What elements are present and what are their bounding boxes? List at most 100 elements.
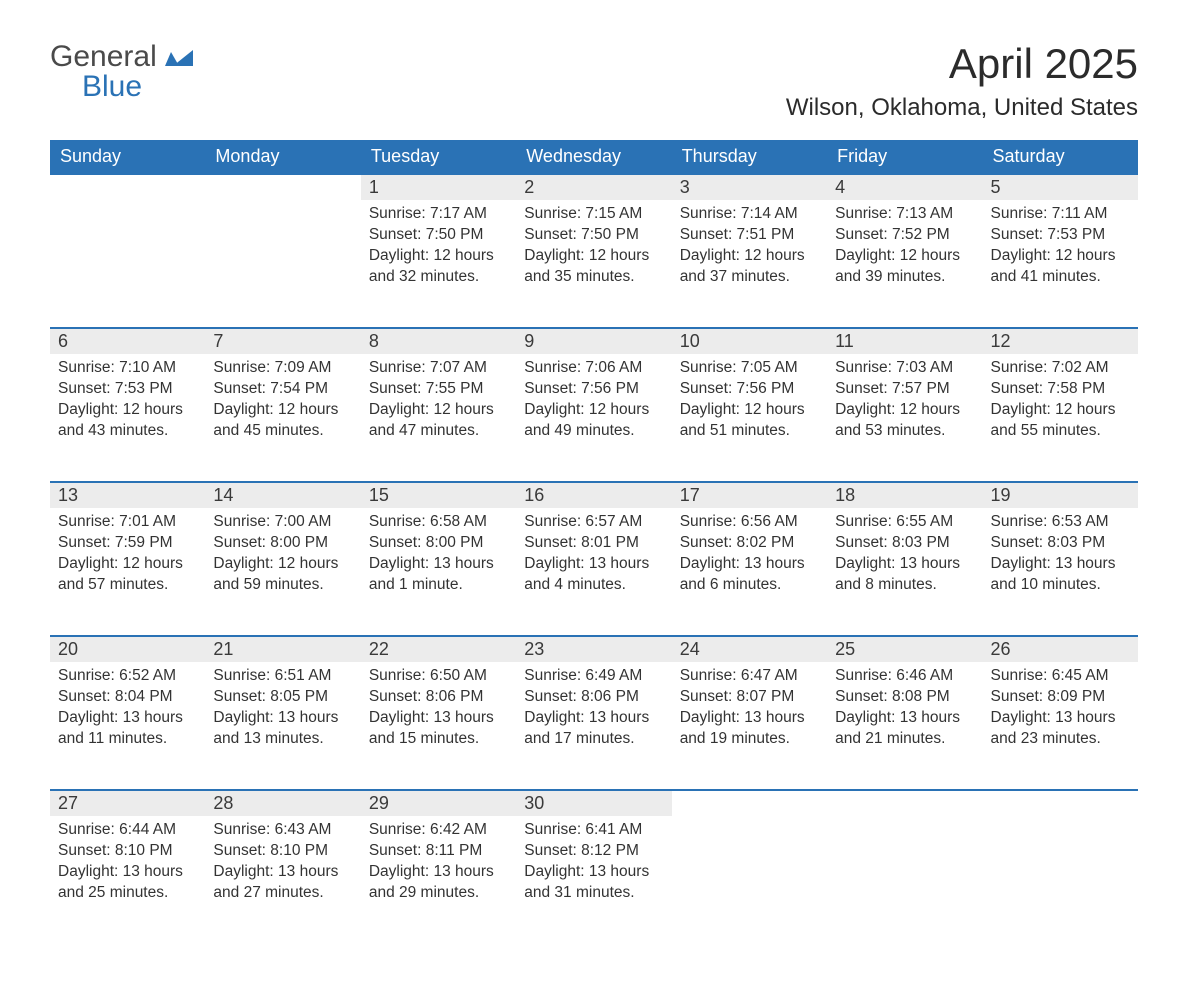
empty-cell [983,816,1138,944]
logo-text: General Blue [50,40,193,102]
sunset-line: Sunset: 8:00 PM [369,533,508,554]
daylight-line: Daylight: 12 hours and 55 minutes. [991,400,1130,442]
empty-cell [50,174,205,200]
sunrise-line: Sunrise: 6:57 AM [524,512,663,533]
day-cell: Sunrise: 6:42 AMSunset: 8:11 PMDaylight:… [361,816,516,944]
empty-cell [205,200,360,328]
empty-cell [50,200,205,328]
sunset-line: Sunset: 7:50 PM [369,225,508,246]
day-cell: Sunrise: 7:14 AMSunset: 7:51 PMDaylight:… [672,200,827,328]
day-cell: Sunrise: 7:13 AMSunset: 7:52 PMDaylight:… [827,200,982,328]
day-number: 9 [516,328,671,354]
day-cell: Sunrise: 6:43 AMSunset: 8:10 PMDaylight:… [205,816,360,944]
daylight-line: Daylight: 13 hours and 27 minutes. [213,862,352,904]
sunrise-line: Sunrise: 7:15 AM [524,204,663,225]
empty-cell [672,790,827,816]
sunrise-line: Sunrise: 6:41 AM [524,820,663,841]
day-cell: Sunrise: 6:53 AMSunset: 8:03 PMDaylight:… [983,508,1138,636]
sunrise-line: Sunrise: 6:52 AM [58,666,197,687]
sunrise-line: Sunrise: 7:07 AM [369,358,508,379]
sunset-line: Sunset: 8:05 PM [213,687,352,708]
daylight-line: Daylight: 13 hours and 15 minutes. [369,708,508,750]
empty-cell [672,816,827,944]
daylight-line: Daylight: 13 hours and 29 minutes. [369,862,508,904]
day-number: 24 [672,636,827,662]
daylight-line: Daylight: 13 hours and 13 minutes. [213,708,352,750]
daylight-line: Daylight: 13 hours and 11 minutes. [58,708,197,750]
sunset-line: Sunset: 7:52 PM [835,225,974,246]
daylight-line: Daylight: 12 hours and 35 minutes. [524,246,663,288]
sunset-line: Sunset: 8:11 PM [369,841,508,862]
logo-word-general: General [50,40,157,73]
day-cell: Sunrise: 7:07 AMSunset: 7:55 PMDaylight:… [361,354,516,482]
day-cell: Sunrise: 6:45 AMSunset: 8:09 PMDaylight:… [983,662,1138,790]
day-cell: Sunrise: 6:50 AMSunset: 8:06 PMDaylight:… [361,662,516,790]
day-number: 30 [516,790,671,816]
sunset-line: Sunset: 7:54 PM [213,379,352,400]
daylight-line: Daylight: 12 hours and 32 minutes. [369,246,508,288]
empty-cell [983,790,1138,816]
day-header: Monday [205,140,360,174]
sunset-line: Sunset: 7:51 PM [680,225,819,246]
day-number: 22 [361,636,516,662]
daylight-line: Daylight: 13 hours and 1 minute. [369,554,508,596]
sunset-line: Sunset: 8:10 PM [58,841,197,862]
day-number: 25 [827,636,982,662]
day-cell: Sunrise: 7:05 AMSunset: 7:56 PMDaylight:… [672,354,827,482]
sunrise-line: Sunrise: 6:53 AM [991,512,1130,533]
sunset-line: Sunset: 7:55 PM [369,379,508,400]
day-header: Friday [827,140,982,174]
day-cell: Sunrise: 6:55 AMSunset: 8:03 PMDaylight:… [827,508,982,636]
sunrise-line: Sunrise: 6:44 AM [58,820,197,841]
daylight-line: Daylight: 13 hours and 31 minutes. [524,862,663,904]
day-number: 27 [50,790,205,816]
day-header: Thursday [672,140,827,174]
brand-logo: General Blue [50,40,193,102]
sunrise-line: Sunrise: 7:14 AM [680,204,819,225]
day-header-row: SundayMondayTuesdayWednesdayThursdayFrid… [50,140,1138,174]
daylight-line: Daylight: 12 hours and 43 minutes. [58,400,197,442]
daylight-line: Daylight: 13 hours and 19 minutes. [680,708,819,750]
sunset-line: Sunset: 8:06 PM [369,687,508,708]
sunrise-line: Sunrise: 6:56 AM [680,512,819,533]
week-number-row: 20212223242526 [50,636,1138,662]
daylight-line: Daylight: 12 hours and 47 minutes. [369,400,508,442]
sunrise-line: Sunrise: 6:46 AM [835,666,974,687]
day-number: 18 [827,482,982,508]
week-data-row: Sunrise: 7:17 AMSunset: 7:50 PMDaylight:… [50,200,1138,328]
flag-icon [165,44,193,66]
sunrise-line: Sunrise: 6:50 AM [369,666,508,687]
daylight-line: Daylight: 13 hours and 8 minutes. [835,554,974,596]
day-number: 4 [827,174,982,200]
day-number: 29 [361,790,516,816]
day-number: 8 [361,328,516,354]
location-subtitle: Wilson, Oklahoma, United States [786,94,1138,122]
day-cell: Sunrise: 7:11 AMSunset: 7:53 PMDaylight:… [983,200,1138,328]
sunrise-line: Sunrise: 6:51 AM [213,666,352,687]
logo-word-blue: Blue [82,72,193,102]
daylight-line: Daylight: 12 hours and 45 minutes. [213,400,352,442]
day-number: 13 [50,482,205,508]
sunset-line: Sunset: 8:12 PM [524,841,663,862]
daylight-line: Daylight: 13 hours and 23 minutes. [991,708,1130,750]
day-number: 5 [983,174,1138,200]
daylight-line: Daylight: 12 hours and 49 minutes. [524,400,663,442]
week-number-row: 13141516171819 [50,482,1138,508]
sunrise-line: Sunrise: 7:06 AM [524,358,663,379]
sunset-line: Sunset: 8:07 PM [680,687,819,708]
sunrise-line: Sunrise: 7:02 AM [991,358,1130,379]
title-block: April 2025 Wilson, Oklahoma, United Stat… [786,40,1138,132]
day-number: 21 [205,636,360,662]
day-cell: Sunrise: 7:03 AMSunset: 7:57 PMDaylight:… [827,354,982,482]
week-data-row: Sunrise: 6:52 AMSunset: 8:04 PMDaylight:… [50,662,1138,790]
day-number: 7 [205,328,360,354]
daylight-line: Daylight: 12 hours and 59 minutes. [213,554,352,596]
day-number: 16 [516,482,671,508]
daylight-line: Daylight: 13 hours and 10 minutes. [991,554,1130,596]
daylight-line: Daylight: 13 hours and 25 minutes. [58,862,197,904]
day-number: 10 [672,328,827,354]
day-cell: Sunrise: 6:58 AMSunset: 8:00 PMDaylight:… [361,508,516,636]
month-title: April 2025 [786,40,1138,88]
daylight-line: Daylight: 13 hours and 4 minutes. [524,554,663,596]
day-number: 1 [361,174,516,200]
